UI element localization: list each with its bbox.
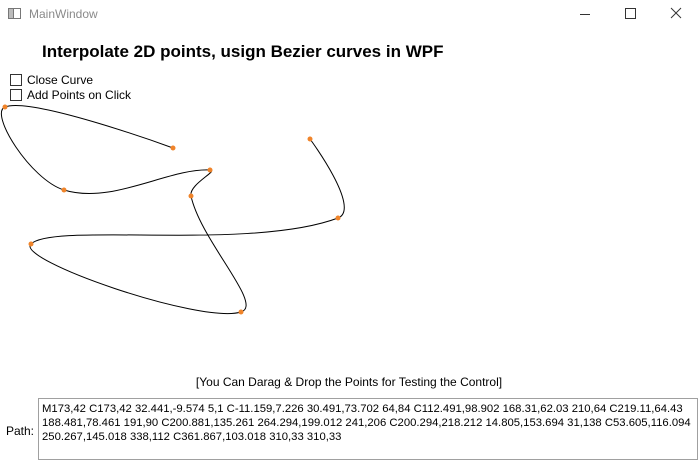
path-label: Path: <box>6 424 35 438</box>
checkbox-label: Close Curve <box>27 73 94 87</box>
control-point[interactable] <box>28 241 34 247</box>
close-button[interactable] <box>670 7 682 19</box>
checkbox[interactable]: Close Curve <box>10 73 93 87</box>
control-point[interactable] <box>61 187 67 193</box>
control-point[interactable] <box>238 309 244 315</box>
title-bar: MainWindow <box>0 0 698 28</box>
app-icon <box>8 8 21 19</box>
window-title: MainWindow <box>29 7 98 21</box>
drawing-canvas[interactable] <box>0 0 698 370</box>
checkbox-label: Add Points on Click <box>27 88 132 102</box>
control-point[interactable] <box>335 215 341 221</box>
checkbox-box[interactable] <box>10 89 22 101</box>
control-point[interactable] <box>170 145 176 151</box>
checkbox[interactable]: Add Points on Click <box>10 88 131 102</box>
heading: Interpolate 2D points, usign Bezier curv… <box>42 42 444 61</box>
path-textbox[interactable]: M173,42 C173,42 32.441,-9.574 5,1 C-11.1… <box>38 398 698 460</box>
control-point[interactable] <box>307 136 313 142</box>
control-point[interactable] <box>188 193 194 199</box>
control-point[interactable] <box>2 104 8 110</box>
checkbox-box[interactable] <box>10 74 22 86</box>
bezier-curve <box>0 105 345 314</box>
curve-layer <box>0 104 345 315</box>
window-controls <box>580 7 682 19</box>
control-point[interactable] <box>207 167 213 173</box>
maximize-button[interactable] <box>625 8 636 19</box>
hint-text: [You Can Darag & Drop the Points for Tes… <box>195 375 503 389</box>
